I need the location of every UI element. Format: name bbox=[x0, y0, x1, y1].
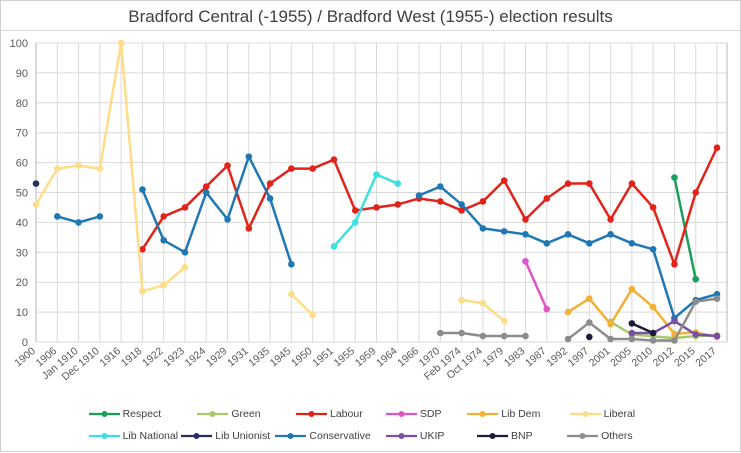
svg-text:1945: 1945 bbox=[268, 345, 294, 369]
svg-text:1997: 1997 bbox=[566, 345, 592, 369]
svg-text:1922: 1922 bbox=[140, 345, 166, 369]
svg-text:1955: 1955 bbox=[332, 345, 358, 369]
svg-text:2010: 2010 bbox=[629, 345, 655, 369]
svg-text:1959: 1959 bbox=[353, 345, 379, 369]
svg-text:1923: 1923 bbox=[161, 345, 187, 369]
svg-text:1979: 1979 bbox=[481, 345, 507, 369]
svg-text:1916: 1916 bbox=[97, 345, 123, 369]
svg-text:70: 70 bbox=[16, 128, 28, 140]
svg-text:60: 60 bbox=[16, 158, 28, 170]
svg-text:2005: 2005 bbox=[608, 345, 634, 369]
svg-text:2017: 2017 bbox=[693, 345, 719, 369]
svg-text:1950: 1950 bbox=[289, 345, 315, 369]
svg-text:1983: 1983 bbox=[502, 345, 528, 369]
svg-text:2015: 2015 bbox=[672, 345, 698, 369]
svg-text:2001: 2001 bbox=[587, 345, 613, 369]
svg-text:30: 30 bbox=[16, 247, 28, 259]
svg-text:1918: 1918 bbox=[119, 345, 145, 369]
svg-text:10: 10 bbox=[16, 307, 28, 319]
svg-text:2012: 2012 bbox=[651, 345, 677, 369]
svg-text:20: 20 bbox=[16, 277, 28, 289]
svg-text:90: 90 bbox=[16, 68, 28, 80]
svg-text:1924: 1924 bbox=[183, 345, 209, 369]
svg-text:1966: 1966 bbox=[395, 345, 421, 369]
svg-text:1900: 1900 bbox=[12, 345, 38, 369]
svg-text:1931: 1931 bbox=[225, 345, 251, 369]
svg-text:1929: 1929 bbox=[204, 345, 230, 369]
svg-text:80: 80 bbox=[16, 98, 28, 110]
svg-text:1987: 1987 bbox=[523, 345, 549, 369]
svg-text:100: 100 bbox=[10, 38, 28, 50]
svg-text:1951: 1951 bbox=[310, 345, 336, 369]
svg-text:1992: 1992 bbox=[544, 345, 570, 369]
svg-text:1964: 1964 bbox=[374, 345, 400, 369]
svg-text:1935: 1935 bbox=[246, 345, 272, 369]
svg-text:50: 50 bbox=[16, 188, 28, 200]
svg-text:40: 40 bbox=[16, 217, 28, 229]
